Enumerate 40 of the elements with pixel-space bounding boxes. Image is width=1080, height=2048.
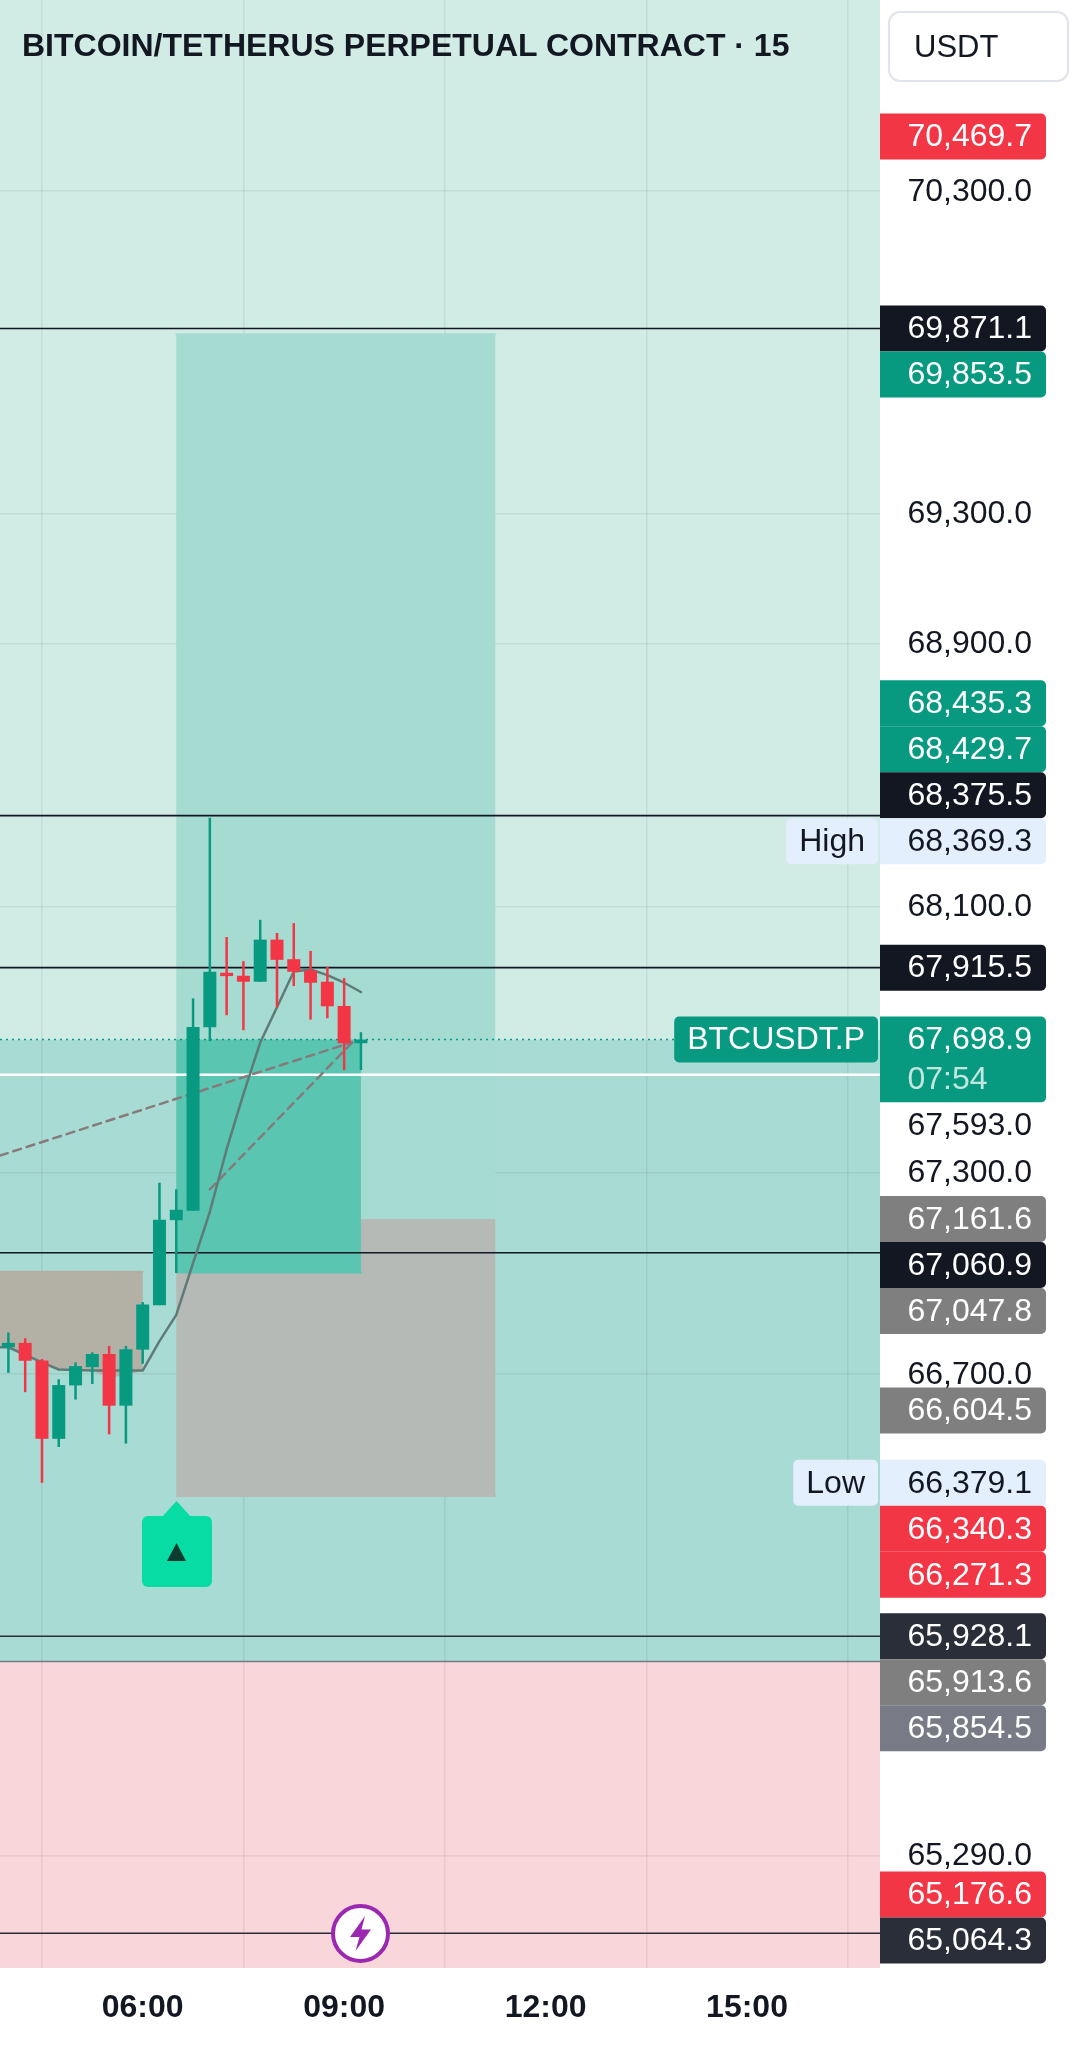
ref-line-label: 65,928.1	[907, 1617, 1032, 1654]
y-tick-label: 65,290.0	[907, 1836, 1032, 1873]
text: 69,853.5	[907, 355, 1032, 392]
text: 65,176.6	[907, 1875, 1032, 1912]
annotation: High	[799, 822, 865, 859]
ref-line-label: 67,593.0	[907, 1106, 1032, 1143]
text: 67,047.8	[907, 1291, 1032, 1328]
text: 07:54	[907, 1060, 988, 1097]
currency-button: USDT	[888, 11, 1069, 82]
text: 66,379.1	[907, 1463, 1032, 1500]
text: BITCOIN/TETHERUS PERPETUAL CONTRACT · 15	[22, 26, 790, 64]
text: 67,161.6	[907, 1199, 1032, 1236]
ref-line-label: 67,915.5	[907, 948, 1032, 985]
text: 68,429.7	[907, 730, 1032, 767]
y-tick-label: 68,100.0	[907, 887, 1032, 924]
text: 66,340.3	[907, 1509, 1032, 1546]
x-tick-label: 15:00	[706, 1987, 788, 2024]
text: 70,469.7	[907, 117, 1032, 154]
x-tick-label: 12:00	[504, 1987, 587, 2024]
ref-line-label: 67,060.9	[907, 1245, 1032, 1282]
ref-line-label: 65,854.5	[907, 1709, 1032, 1746]
text: 67,698.9	[907, 1020, 1032, 1057]
y-tick-label: 66,700.0	[907, 1355, 1032, 1392]
y-tick-label: 70,300.0	[907, 171, 1032, 208]
ref-line-label: 69,871.1	[907, 309, 1032, 346]
text: 68,369.3	[907, 822, 1032, 859]
ref-line-label: 65,064.3	[907, 1921, 1032, 1958]
ref-line-label: 68,375.5	[907, 776, 1032, 813]
annotation: Low	[806, 1463, 866, 1500]
text: 65,913.6	[907, 1663, 1032, 1700]
text: 68,435.3	[907, 684, 1032, 721]
y-tick-label: 67,300.0	[907, 1153, 1032, 1190]
y-axis-title: USDT	[914, 29, 999, 64]
x-tick-label: 06:00	[101, 1987, 184, 2024]
text: 66,604.5	[907, 1391, 1032, 1428]
text: 66,271.3	[907, 1555, 1032, 1592]
y-tick-label: 69,300.0	[907, 494, 1032, 531]
annotation: BTCUSDT.P	[687, 1020, 865, 1057]
y-tick-label: 68,900.0	[907, 624, 1032, 661]
x-tick-label: 09:00	[303, 1987, 386, 2024]
